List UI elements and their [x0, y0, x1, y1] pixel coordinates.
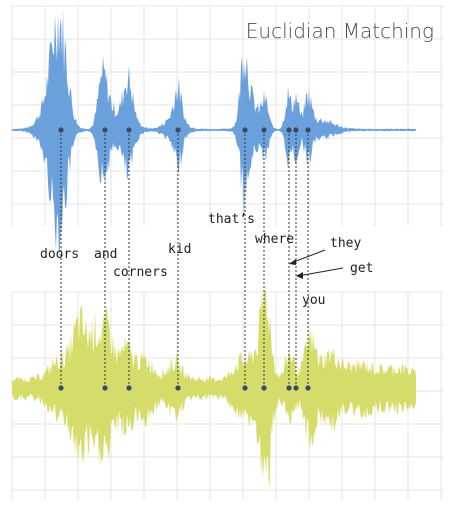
marker-top-get [293, 127, 299, 133]
they-arrow [289, 249, 326, 265]
word-label-where: where [255, 232, 294, 247]
top-waveform [12, 7, 416, 259]
marker-bottom-get [293, 385, 299, 391]
marker-bottom-thats [242, 385, 248, 391]
bottom-waveform [12, 284, 416, 490]
marker-bottom-they [286, 385, 292, 391]
marker-top-you [305, 127, 311, 133]
marker-top-corners [126, 127, 132, 133]
top-panel-grid [11, 5, 444, 226]
marker-top-they [286, 127, 292, 133]
word-label-and: and [94, 247, 117, 262]
word-label-doors: doors [40, 247, 79, 262]
marker-top-kid [175, 127, 181, 133]
alignment-markers [58, 127, 311, 391]
marker-bottom-and [102, 385, 108, 391]
marker-top-doors [58, 127, 64, 133]
word-label-kid: kid [168, 242, 191, 257]
marker-bottom-you [305, 385, 311, 391]
word-label-corners: corners [113, 265, 168, 280]
get-arrow [296, 267, 344, 279]
marker-top-and [102, 127, 108, 133]
marker-bottom-where [261, 385, 267, 391]
word-label-thats: that’s [208, 212, 255, 227]
word-label-they: they [330, 236, 361, 251]
marker-bottom-doors [58, 385, 64, 391]
word-label-get: get [350, 261, 373, 276]
marker-bottom-kid [175, 385, 181, 391]
marker-top-thats [242, 127, 248, 133]
marker-bottom-corners [126, 385, 132, 391]
marker-top-where [261, 127, 267, 133]
word-label-you: you [302, 293, 325, 308]
diagram-title: Euclidian Matching [246, 19, 434, 43]
